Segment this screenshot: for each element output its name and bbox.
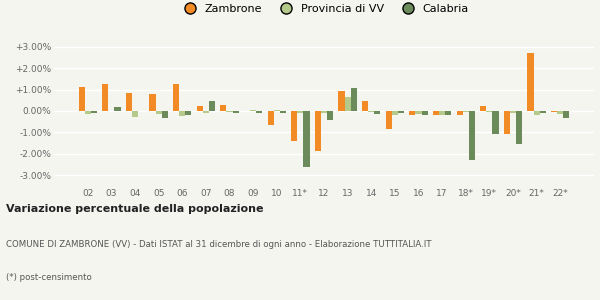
- Bar: [115, 107, 121, 111]
- Bar: [516, 111, 522, 144]
- Bar: [374, 111, 380, 114]
- Text: Variazione percentuale della popolazione: Variazione percentuale della popolazione: [6, 204, 263, 214]
- Bar: [445, 111, 451, 115]
- Bar: [162, 111, 168, 118]
- Bar: [126, 93, 132, 111]
- Bar: [155, 111, 162, 114]
- Bar: [298, 111, 304, 113]
- Bar: [321, 111, 327, 113]
- Bar: [220, 105, 226, 111]
- Bar: [480, 106, 486, 111]
- Bar: [226, 111, 233, 112]
- Text: COMUNE DI ZAMBRONE (VV) - Dati ISTAT al 31 dicembre di ogni anno - Elaborazione : COMUNE DI ZAMBRONE (VV) - Dati ISTAT al …: [6, 240, 431, 249]
- Bar: [368, 111, 374, 112]
- Bar: [79, 87, 85, 111]
- Bar: [85, 111, 91, 114]
- Bar: [386, 111, 392, 129]
- Bar: [344, 97, 350, 111]
- Bar: [539, 111, 546, 113]
- Bar: [327, 111, 333, 120]
- Bar: [315, 111, 321, 151]
- Bar: [304, 111, 310, 167]
- Bar: [291, 111, 298, 141]
- Bar: [280, 111, 286, 113]
- Bar: [439, 111, 445, 115]
- Bar: [433, 111, 439, 115]
- Bar: [422, 111, 428, 115]
- Bar: [362, 101, 368, 111]
- Bar: [179, 111, 185, 116]
- Bar: [392, 111, 398, 115]
- Bar: [415, 111, 422, 114]
- Bar: [551, 111, 557, 112]
- Bar: [132, 111, 138, 117]
- Bar: [557, 111, 563, 114]
- Bar: [209, 101, 215, 111]
- Bar: [469, 111, 475, 160]
- Bar: [91, 111, 97, 113]
- Text: (*) post-censimento: (*) post-censimento: [6, 273, 92, 282]
- Bar: [256, 111, 262, 113]
- Bar: [203, 111, 209, 113]
- Bar: [409, 111, 415, 115]
- Bar: [197, 106, 203, 111]
- Bar: [493, 111, 499, 134]
- Bar: [350, 88, 357, 111]
- Bar: [533, 111, 539, 115]
- Legend: Zambrone, Provincia di VV, Calabria: Zambrone, Provincia di VV, Calabria: [175, 0, 473, 18]
- Bar: [338, 91, 344, 111]
- Bar: [398, 111, 404, 113]
- Bar: [233, 111, 239, 113]
- Bar: [563, 111, 569, 118]
- Bar: [486, 111, 493, 112]
- Bar: [149, 94, 155, 111]
- Bar: [457, 111, 463, 115]
- Bar: [274, 110, 280, 111]
- Bar: [185, 111, 191, 115]
- Bar: [102, 84, 109, 111]
- Bar: [463, 111, 469, 112]
- Bar: [250, 110, 256, 111]
- Bar: [527, 53, 533, 111]
- Bar: [268, 111, 274, 125]
- Bar: [504, 111, 510, 134]
- Bar: [173, 84, 179, 111]
- Bar: [510, 111, 516, 113]
